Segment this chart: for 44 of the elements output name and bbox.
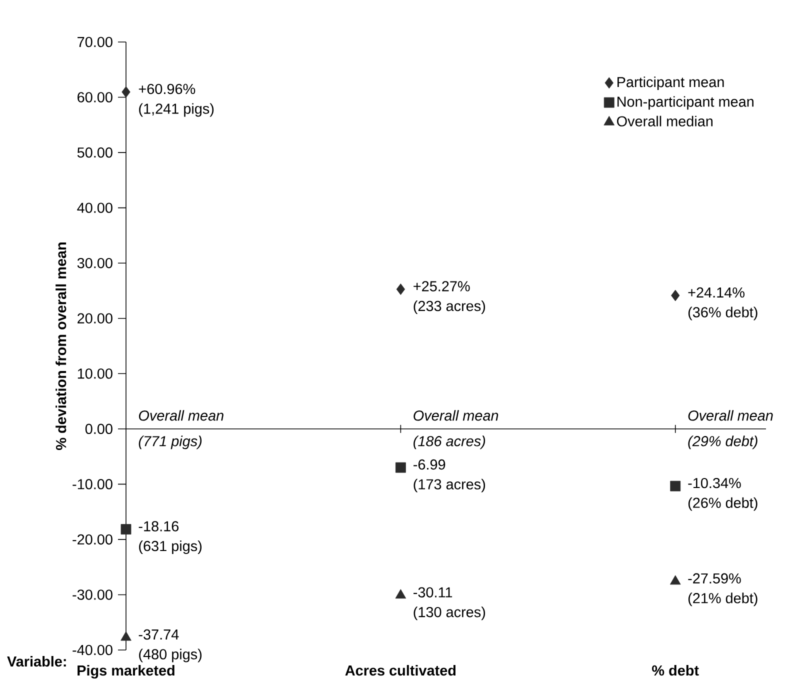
y-tick-label: 50.00 [77, 147, 112, 158]
annotation: Overall mean [138, 410, 224, 421]
x-axis-title: Variable: [7, 656, 66, 667]
y-tick-label: -30.00 [72, 590, 112, 600]
y-tick-label: -40.00 [72, 644, 112, 656]
y-tick-label: 30.00 [77, 258, 112, 268]
data-label: -27.59% [688, 573, 741, 584]
annotation: (771 pigs) [138, 436, 202, 450]
y-tick-label: 10.00 [78, 368, 112, 379]
legend-label: Overall median [617, 116, 712, 126]
annotation: Overall mean [414, 410, 498, 421]
legend-label: Non-participant mean [618, 96, 754, 110]
annotation: Overall mean [688, 410, 773, 421]
x-tick-label: Pigs marketed [78, 665, 174, 679]
y-tick-label: 60.00 [78, 92, 112, 102]
y-axis-title: % deviation from overall mean [56, 242, 66, 450]
x-tick-label: % debt [652, 665, 699, 676]
data-label: -10.34% [688, 478, 741, 488]
x-tick-label: Acres cultivated [345, 665, 456, 676]
annotation: (130 acres) [414, 606, 486, 620]
annotation: (21% debt) [688, 592, 758, 606]
annotation: (29% debt) [688, 436, 758, 450]
annotation: (233 acres) [414, 300, 486, 314]
data-label: -18.16 [138, 521, 179, 532]
data-label: +25.27% [414, 281, 470, 292]
y-tick-label: 70.00 [78, 36, 112, 48]
annotation: (480 pigs) [139, 648, 202, 662]
data-label: -37.74 [138, 629, 179, 640]
y-tick-label: -20.00 [72, 534, 112, 545]
y-tick-label: -10.00 [72, 479, 112, 490]
annotation: (173 acres) [414, 478, 486, 492]
y-tick-label: 40.00 [77, 202, 112, 213]
legend-label: Participant mean [618, 76, 724, 90]
data-label: -6.99 [414, 459, 446, 470]
data-label: -30.11 [414, 587, 452, 598]
data-label: +60.96% [138, 84, 196, 94]
data-label: +24.14% [688, 287, 744, 298]
y-tick-label: 20.00 [78, 313, 112, 324]
annotation: (36% debt) [688, 306, 758, 320]
annotation: (631 pigs) [139, 540, 202, 554]
annotation: (26% debt) [688, 497, 758, 511]
annotation: (1,241 pigs) [139, 103, 214, 117]
y-tick-label: 0.00 [85, 424, 112, 434]
annotation: (186 acres) [414, 436, 486, 450]
